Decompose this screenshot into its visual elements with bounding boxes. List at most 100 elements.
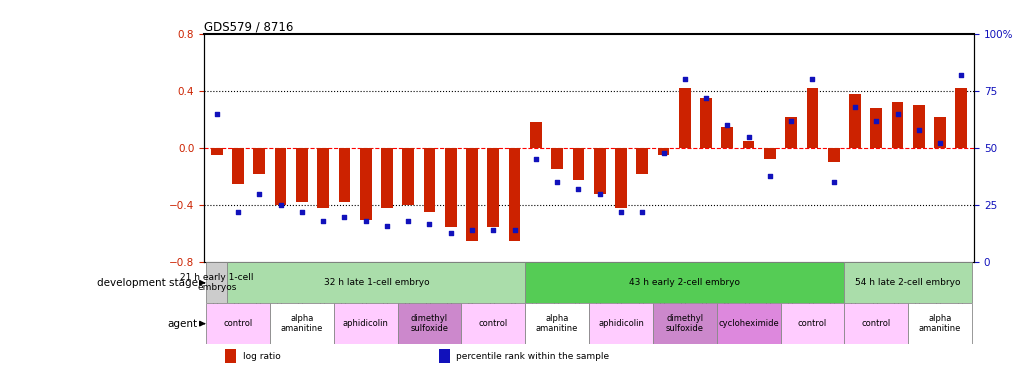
Point bbox=[399, 218, 416, 224]
Point bbox=[931, 141, 948, 147]
Bar bbox=[907, 303, 971, 344]
Text: 54 h late 2-cell embryo: 54 h late 2-cell embryo bbox=[855, 278, 960, 287]
Point bbox=[315, 218, 331, 224]
Text: control: control bbox=[861, 319, 890, 328]
Bar bbox=[487, 148, 498, 226]
Point bbox=[740, 134, 756, 140]
Bar bbox=[550, 148, 562, 170]
Point bbox=[697, 95, 713, 101]
Bar bbox=[912, 105, 924, 148]
Point bbox=[421, 220, 437, 226]
Bar bbox=[780, 303, 844, 344]
Text: log ratio: log ratio bbox=[243, 352, 280, 361]
Text: dimethyl
sulfoxide: dimethyl sulfoxide bbox=[410, 314, 448, 333]
Text: cycloheximide: cycloheximide bbox=[717, 319, 779, 328]
Point bbox=[336, 214, 353, 220]
Point bbox=[485, 227, 501, 233]
Text: control: control bbox=[223, 319, 253, 328]
Point bbox=[612, 209, 629, 215]
Point bbox=[867, 118, 883, 124]
Bar bbox=[530, 122, 541, 148]
Text: aphidicolin: aphidicolin bbox=[597, 319, 643, 328]
Bar bbox=[699, 98, 711, 148]
Bar bbox=[317, 148, 329, 208]
Point bbox=[442, 230, 459, 236]
Bar bbox=[206, 262, 227, 303]
Bar bbox=[333, 303, 397, 344]
Bar bbox=[444, 148, 457, 226]
Bar bbox=[338, 148, 350, 202]
Bar bbox=[381, 148, 392, 208]
Text: aphidicolin: aphidicolin bbox=[342, 319, 388, 328]
Point bbox=[506, 227, 523, 233]
Point bbox=[293, 209, 310, 215]
Point bbox=[718, 122, 735, 128]
Bar bbox=[844, 262, 971, 303]
Text: alpha
amanitine: alpha amanitine bbox=[918, 314, 960, 333]
Text: GDS579 / 8716: GDS579 / 8716 bbox=[204, 21, 293, 34]
Point bbox=[889, 111, 905, 117]
Text: 21 h early 1-cell
embryos: 21 h early 1-cell embryos bbox=[179, 273, 254, 292]
Point bbox=[761, 172, 777, 178]
Text: 43 h early 2-cell embryo: 43 h early 2-cell embryo bbox=[629, 278, 740, 287]
Bar bbox=[806, 88, 817, 148]
Bar bbox=[636, 148, 647, 174]
Bar bbox=[572, 148, 584, 180]
Bar bbox=[869, 108, 881, 148]
Bar bbox=[614, 148, 627, 208]
Text: alpha
amanitine: alpha amanitine bbox=[280, 314, 323, 333]
Point bbox=[464, 227, 480, 233]
Point bbox=[952, 72, 968, 78]
Bar bbox=[397, 303, 461, 344]
Text: percentile rank within the sample: percentile rank within the sample bbox=[455, 352, 609, 361]
Bar bbox=[466, 148, 478, 241]
Bar bbox=[589, 303, 652, 344]
Bar bbox=[525, 303, 589, 344]
Bar bbox=[270, 303, 333, 344]
Bar bbox=[525, 262, 844, 303]
Bar bbox=[933, 117, 945, 148]
Text: agent: agent bbox=[167, 319, 198, 328]
Bar bbox=[716, 303, 780, 344]
Bar bbox=[274, 148, 286, 205]
Bar bbox=[763, 148, 775, 159]
Point bbox=[824, 179, 841, 185]
Bar bbox=[225, 350, 235, 363]
Bar bbox=[844, 303, 907, 344]
Point bbox=[634, 209, 650, 215]
Bar bbox=[206, 303, 270, 344]
Bar bbox=[827, 148, 839, 162]
Bar bbox=[657, 148, 668, 155]
Point bbox=[229, 209, 246, 215]
Point bbox=[846, 104, 862, 110]
Point bbox=[272, 202, 288, 208]
Point bbox=[803, 76, 819, 82]
Bar bbox=[232, 148, 244, 184]
Bar bbox=[360, 148, 371, 219]
Bar bbox=[785, 117, 796, 148]
Text: development stage: development stage bbox=[97, 278, 198, 288]
Text: control: control bbox=[797, 319, 826, 328]
Point bbox=[570, 186, 586, 192]
Point bbox=[378, 223, 394, 229]
Point bbox=[209, 111, 225, 117]
Bar bbox=[439, 350, 449, 363]
Bar bbox=[211, 148, 222, 155]
Point bbox=[358, 218, 374, 224]
Point bbox=[783, 118, 799, 124]
Point bbox=[251, 191, 267, 197]
Bar bbox=[679, 88, 690, 148]
Point bbox=[548, 179, 565, 185]
Point bbox=[527, 156, 543, 162]
Point bbox=[654, 150, 671, 156]
Bar bbox=[423, 148, 435, 212]
Bar bbox=[296, 148, 308, 202]
Text: dimethyl
sulfoxide: dimethyl sulfoxide bbox=[665, 314, 703, 333]
Text: control: control bbox=[478, 319, 507, 328]
Bar bbox=[593, 148, 605, 194]
Bar bbox=[227, 262, 525, 303]
Bar bbox=[253, 148, 265, 174]
Point bbox=[591, 191, 607, 197]
Bar bbox=[401, 148, 414, 205]
Bar bbox=[652, 303, 716, 344]
